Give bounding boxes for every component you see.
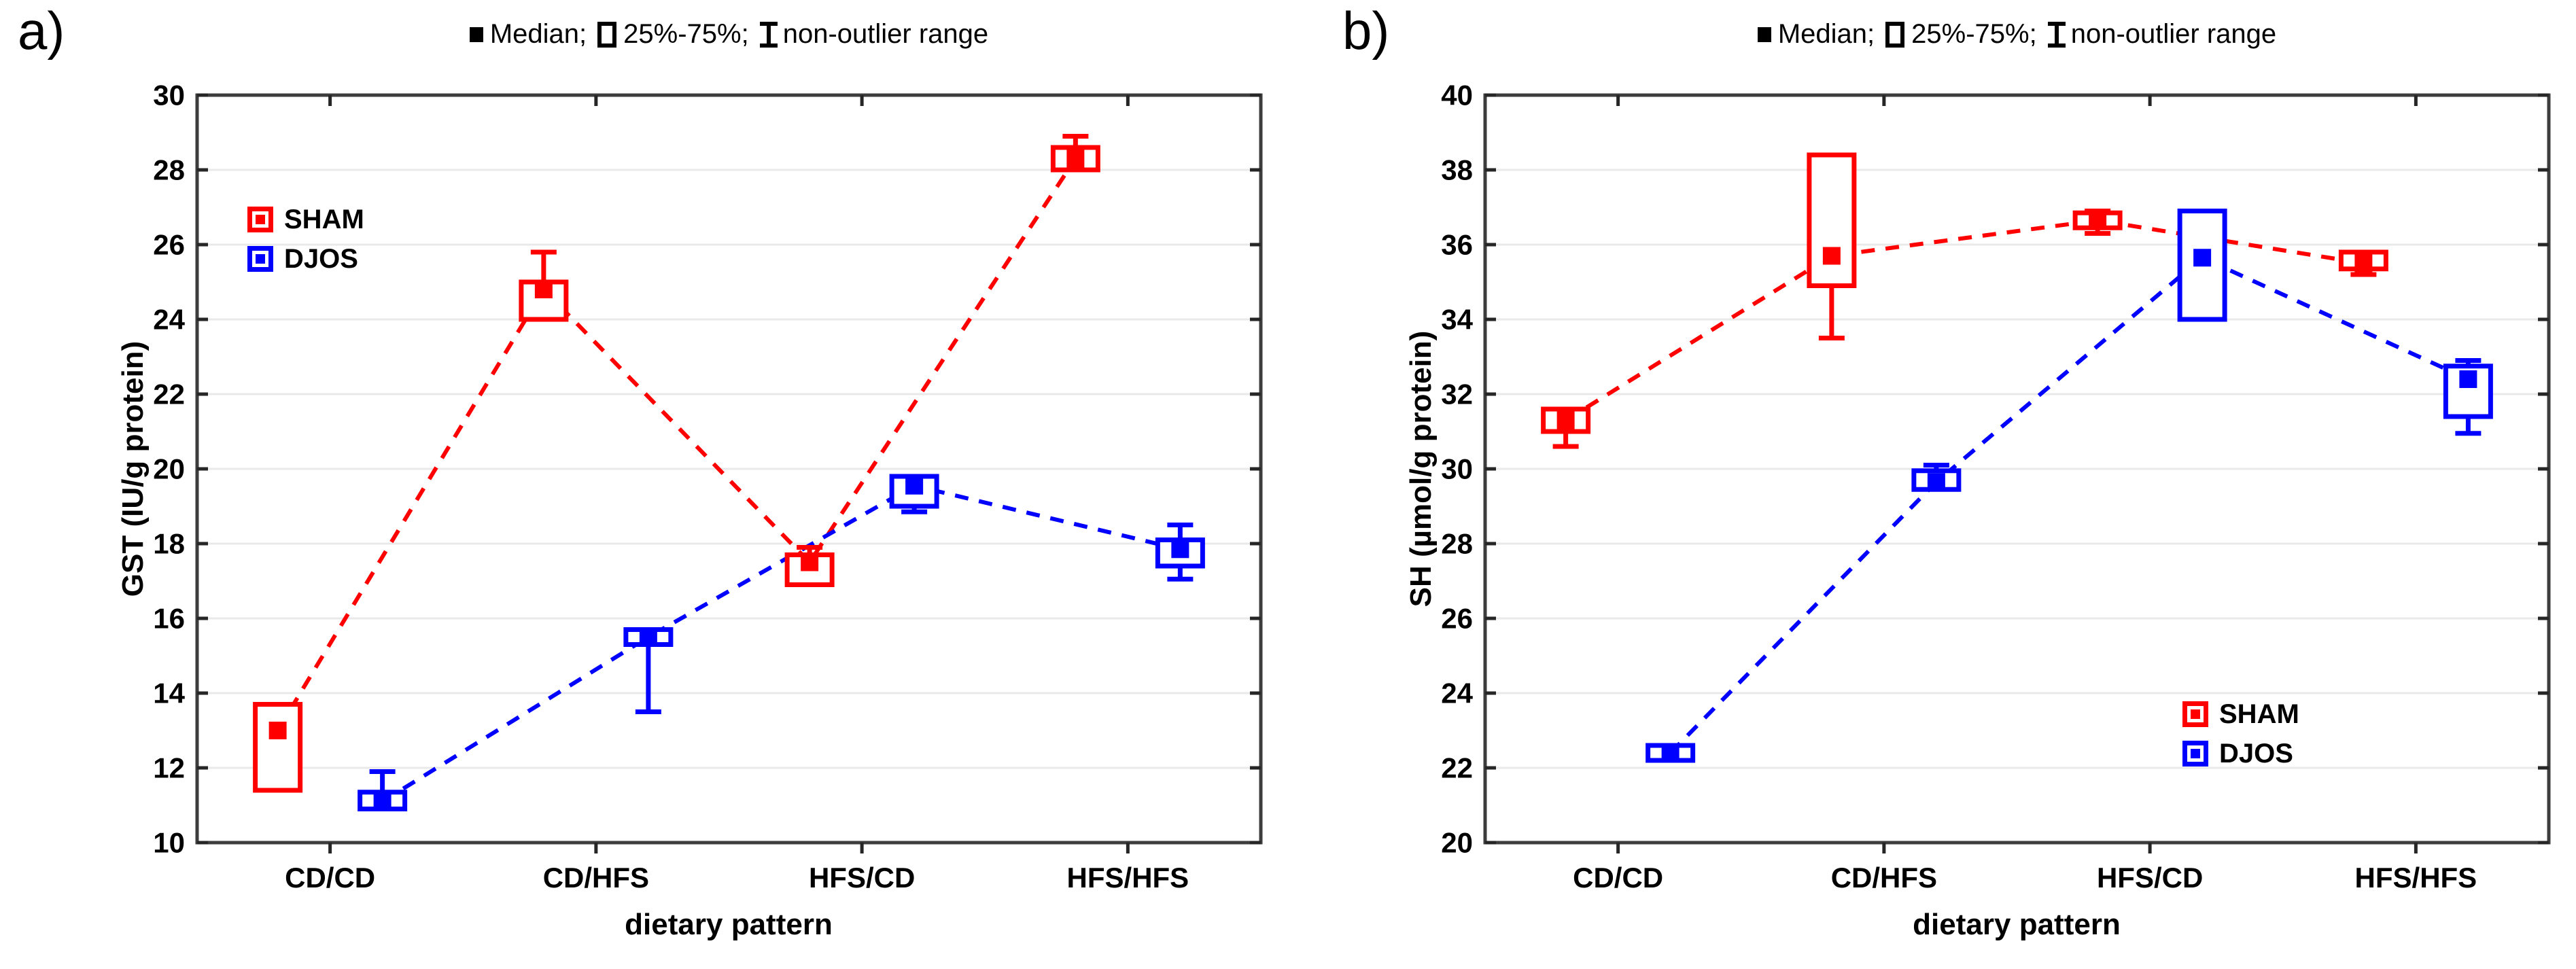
stats-legend: Median; 25%-75%; non-outlier range [1485,19,2549,50]
median-marker-djos-cd-cd [373,792,391,811]
sham-legend-label: SHAM [2219,699,2299,729]
stats-legend-whisker-label: non-outlier range [782,19,989,49]
box-range-icon [1885,21,1905,48]
series-legend: SHAM DJOS [247,202,364,276]
panel-label: b) [1342,1,1390,60]
djos-marker-icon [2182,741,2208,767]
y-tick-label-12: 12 [153,752,185,784]
legend-row-djos: DJOS [247,242,364,276]
y-tick-label-26: 26 [1441,603,1473,635]
x-tick-label-cd-cd: CD/CD [285,862,375,894]
stats-legend-box-label: 25%-75%; [1911,19,2037,49]
median-marker-sham-hfs-hfs [1066,149,1085,168]
y-axis-title: GST (IU/g protein) [116,340,150,597]
y-tick-label-20: 20 [153,453,185,485]
x-tick-label-hfs-cd: HFS/CD [2097,862,2203,894]
median-marker-sham-cd-cd [268,722,287,739]
x-axis-title: dietary pattern [1913,908,2121,941]
median-marker-sham-cd-cd [1556,411,1575,429]
x-tick-label-hfs-hfs: HFS/HFS [2355,862,2477,894]
median-line-sham [276,157,1077,732]
x-tick-label-cd-cd: CD/CD [1573,862,1663,894]
median-marker-djos-cd-cd [1661,744,1679,762]
median-marker-sham-hfs-cd [801,553,819,571]
y-tick-label-24: 24 [153,304,185,336]
x-tick-label-hfs-cd: HFS/CD [809,862,915,894]
median-marker-sham-hfs-hfs [2354,254,2373,272]
boxplot-sh: 20 22 24 26 28 30 32 34 36 38 40 CD/CD CD/HFS HFS/CD H… [1441,80,2551,894]
box-sham-cd-cd [253,702,303,793]
y-tick-label-36: 36 [1441,229,1473,261]
panel-b: b) Median; 25%-75%; non-outlier range 20… [1288,0,2576,969]
stats-legend-whisker-label: non-outlier range [2070,19,2277,49]
y-tick-label-40: 40 [1441,80,1473,111]
legend-row-sham: SHAM [2182,697,2299,731]
y-tick-label-18: 18 [153,528,185,560]
y-tick-label-22: 22 [1441,752,1473,784]
y-tick-label-20: 20 [1441,827,1473,859]
median-line-sham [1565,218,2364,423]
y-tick-label-10: 10 [153,827,185,859]
djos-marker-icon [247,246,273,272]
y-tick-label-26: 26 [153,229,185,261]
median-marker-sham-cd-hfs [1822,247,1841,265]
median-marker-icon [1757,27,1771,42]
box-sham-cd-hfs [1807,152,1857,288]
y-tick-label-30: 30 [1441,453,1473,485]
y-axis-title: SH (µmol/g protein) [1404,330,1438,607]
y-tick-label-28: 28 [153,154,185,186]
stats-legend-box-label: 25%-75%; [623,19,749,49]
panel-a: a) Median; 25%-75%; non-outlier range 10… [0,0,1288,969]
sham-legend-label: SHAM [284,205,364,234]
median-marker-sham-hfs-cd [2089,211,2107,230]
panel-label: a) [18,1,65,60]
stats-legend: Median; 25%-75%; non-outlier range [197,19,1261,50]
x-tick-label-cd-hfs: CD/HFS [1831,862,1937,894]
legend-row-sham: SHAM [247,202,364,236]
median-line-djos [381,483,1181,804]
median-line-djos [1669,255,2469,755]
boxplot-gst: 10 12 14 16 18 20 22 24 26 28 30 CD/CD CD/HFS HFS/CD H… [153,80,1263,894]
y-tick-label-34: 34 [1441,304,1473,336]
median-marker-djos-cd-hfs [639,628,657,646]
whisker-range-icon [759,21,778,48]
median-marker-sham-cd-hfs [534,281,553,298]
sham-marker-icon [2182,701,2208,727]
y-tick-label-24: 24 [1441,677,1473,709]
y-tick-label-14: 14 [153,677,185,709]
median-marker-djos-hfs-hfs [2459,370,2477,388]
median-marker-djos-hfs-cd [2193,249,2212,267]
y-tick-label-22: 22 [153,378,185,410]
median-marker-djos-hfs-hfs [1171,540,1189,559]
x-tick-label-cd-hfs: CD/HFS [543,862,649,894]
median-marker-djos-cd-hfs [1927,473,1945,491]
djos-legend-label: DJOS [2219,739,2293,769]
y-tick-label-16: 16 [153,603,185,635]
median-marker-icon [469,27,483,42]
stats-legend-median-label: Median; [489,19,587,49]
djos-legend-label: DJOS [284,244,358,274]
sham-marker-icon [247,207,273,232]
y-tick-label-30: 30 [153,80,185,111]
x-tick-label-hfs-hfs: HFS/HFS [1067,862,1189,894]
x-axis-title: dietary pattern [625,908,833,941]
box-range-icon [597,21,617,48]
legend-row-djos: DJOS [2182,737,2299,771]
y-tick-label-28: 28 [1441,528,1473,560]
series-legend: SHAM DJOS [2182,697,2299,771]
stats-legend-median-label: Median; [1777,19,1875,49]
whisker-range-icon [2047,21,2066,48]
y-tick-label-38: 38 [1441,154,1473,186]
median-marker-djos-hfs-cd [905,476,924,495]
y-tick-label-32: 32 [1441,378,1473,410]
